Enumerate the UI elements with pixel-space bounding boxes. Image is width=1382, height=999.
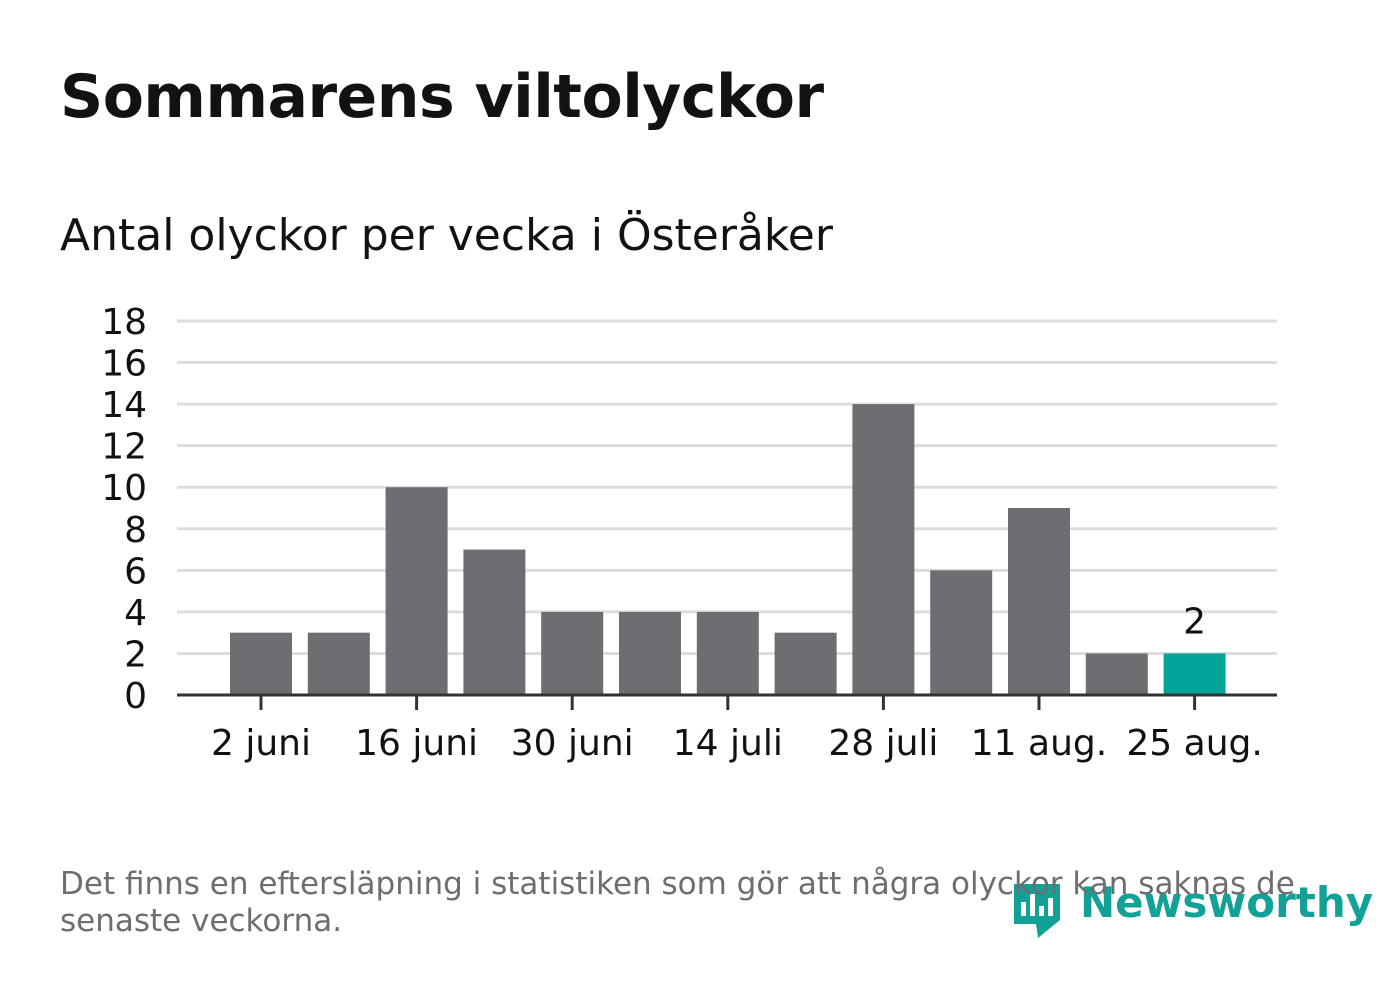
chart-subtitle: Antal olyckor per vecka i Österåker: [60, 210, 833, 261]
bar: [930, 570, 993, 695]
y-tick-label: 0: [124, 676, 147, 717]
y-tick-label: 2: [124, 634, 147, 675]
x-tick-label: 25 aug.: [1126, 723, 1262, 764]
chart-title: Sommarens viltolyckor: [60, 62, 824, 132]
y-tick-label: 6: [124, 551, 147, 592]
x-tick-label: 30 juni: [511, 723, 634, 764]
bar: [541, 611, 604, 695]
bar: [230, 632, 292, 695]
y-tick-label: 18: [101, 302, 147, 343]
x-tick-label: 16 juni: [355, 723, 478, 764]
bars: [230, 404, 1226, 695]
y-tick-label: 14: [101, 385, 147, 426]
bar: [385, 487, 448, 695]
bar: [774, 632, 837, 695]
x-tick-label: 14 juli: [673, 723, 783, 764]
bar-highlight: [1163, 653, 1226, 695]
y-tick-label: 8: [124, 510, 147, 551]
y-tick-label: 16: [101, 344, 147, 385]
bar: [463, 549, 526, 695]
bar: [619, 611, 681, 695]
bar: [696, 611, 759, 695]
bar: [1085, 653, 1148, 695]
bar: [1008, 508, 1070, 695]
newsworthy-logo: Newsworthy: [1010, 876, 1373, 942]
logo-text: Newsworthy: [1080, 878, 1374, 927]
x-tick-label: 11 aug.: [971, 723, 1107, 764]
data-labels: 2: [1183, 601, 1206, 642]
grid-lines: [177, 319, 1277, 655]
footnote: Det finns en eftersläpning i statistiken…: [60, 866, 1295, 939]
y-tick-label: 10: [101, 468, 147, 509]
newsworthy-logo-icon: [1014, 884, 1060, 938]
x-axis-labels: 2 juni 16 juni 30 juni 14 juli 28 juli 11 aug…: [211, 723, 1263, 764]
bar: [307, 632, 370, 695]
data-label: 2: [1183, 601, 1206, 642]
y-tick-label: 12: [101, 427, 147, 468]
x-tick-label: 28 juli: [828, 723, 938, 764]
bar: [852, 404, 915, 695]
x-tick-label: 2 juni: [211, 723, 311, 764]
x-axis: [177, 693, 1277, 710]
y-tick-label: 4: [124, 593, 147, 634]
